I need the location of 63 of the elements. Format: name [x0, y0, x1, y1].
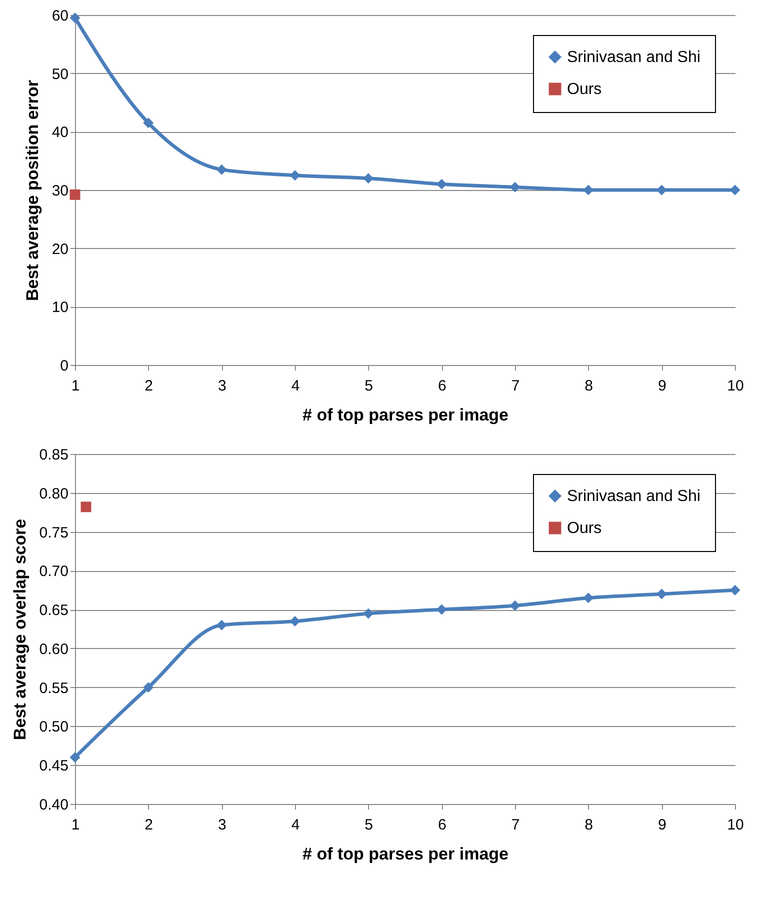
x-tick-label: 10	[727, 378, 744, 394]
x-tick-label: 1	[71, 816, 80, 834]
point	[510, 182, 520, 192]
point	[363, 173, 374, 184]
y-tick-label: 0	[60, 358, 68, 374]
x-axis-title: # of top parses per image	[302, 406, 508, 424]
x-tick-label: 6	[438, 816, 446, 834]
y-tick-label: 10	[52, 299, 68, 316]
y-tick-label: 0.40	[39, 796, 68, 814]
x-tick-label: 10	[727, 816, 744, 834]
point	[583, 592, 594, 604]
x-tick-label: 8	[584, 816, 594, 834]
legend-label: Ours	[567, 81, 602, 98]
y-tick-label: 40	[52, 124, 68, 142]
point	[290, 170, 300, 181]
point	[70, 752, 80, 763]
legend-label: Ours	[567, 520, 602, 537]
point	[290, 616, 300, 626]
y-axis-title: Best average position error	[22, 80, 42, 302]
x-tick-label: 2	[144, 816, 154, 834]
y-tick-label: 50	[52, 66, 68, 83]
y-tick-label: 0.65	[39, 602, 68, 620]
y-axis-title: Best average overlap score	[10, 518, 30, 740]
x-tick-label: 9	[658, 816, 666, 834]
y-tick-label: 0.55	[39, 680, 68, 697]
x-tick-label: 7	[511, 378, 520, 394]
point	[363, 608, 374, 619]
x-tick-label: 8	[584, 378, 594, 394]
point	[436, 178, 447, 190]
y-tick-label: 0.70	[39, 563, 68, 580]
x-tick-label: 9	[658, 378, 666, 394]
y-tick-label: 0.75	[39, 524, 68, 542]
y-tick-label: 0.85	[39, 446, 68, 464]
x-tick-label: 6	[438, 378, 446, 394]
point	[70, 12, 80, 24]
point	[143, 118, 154, 128]
x-tick-label: 4	[291, 816, 300, 834]
y-tick-label: 0.45	[39, 758, 68, 775]
x-tick-label: 2	[144, 378, 154, 394]
x-tick-label: 5	[364, 816, 374, 834]
y-tick-label: 30	[52, 182, 68, 200]
point	[70, 189, 80, 200]
x-tick-label: 4	[291, 378, 300, 394]
x-tick-label: 3	[218, 378, 226, 394]
legend-label: Srinivasan and Shi	[567, 488, 700, 505]
point	[730, 584, 740, 596]
y-tick-label: 20	[52, 240, 68, 258]
x-tick-label: 7	[511, 816, 520, 834]
y-tick-label: 0.80	[39, 485, 68, 502]
y-tick-label: 60	[52, 8, 68, 24]
legend-label: Srinivasan and Shi	[567, 49, 700, 66]
point	[510, 600, 520, 611]
point	[80, 502, 92, 512]
point	[216, 620, 227, 630]
point	[143, 682, 154, 693]
y-tick-label: 0.60	[39, 640, 68, 658]
x-tick-label: 3	[218, 816, 226, 834]
point	[730, 184, 740, 196]
x-tick-label: 1	[71, 378, 80, 394]
x-tick-label: 5	[364, 378, 374, 394]
y-tick-label: 0.50	[39, 718, 68, 736]
point	[216, 164, 227, 175]
x-axis-title: # of top parses per image	[302, 844, 508, 864]
